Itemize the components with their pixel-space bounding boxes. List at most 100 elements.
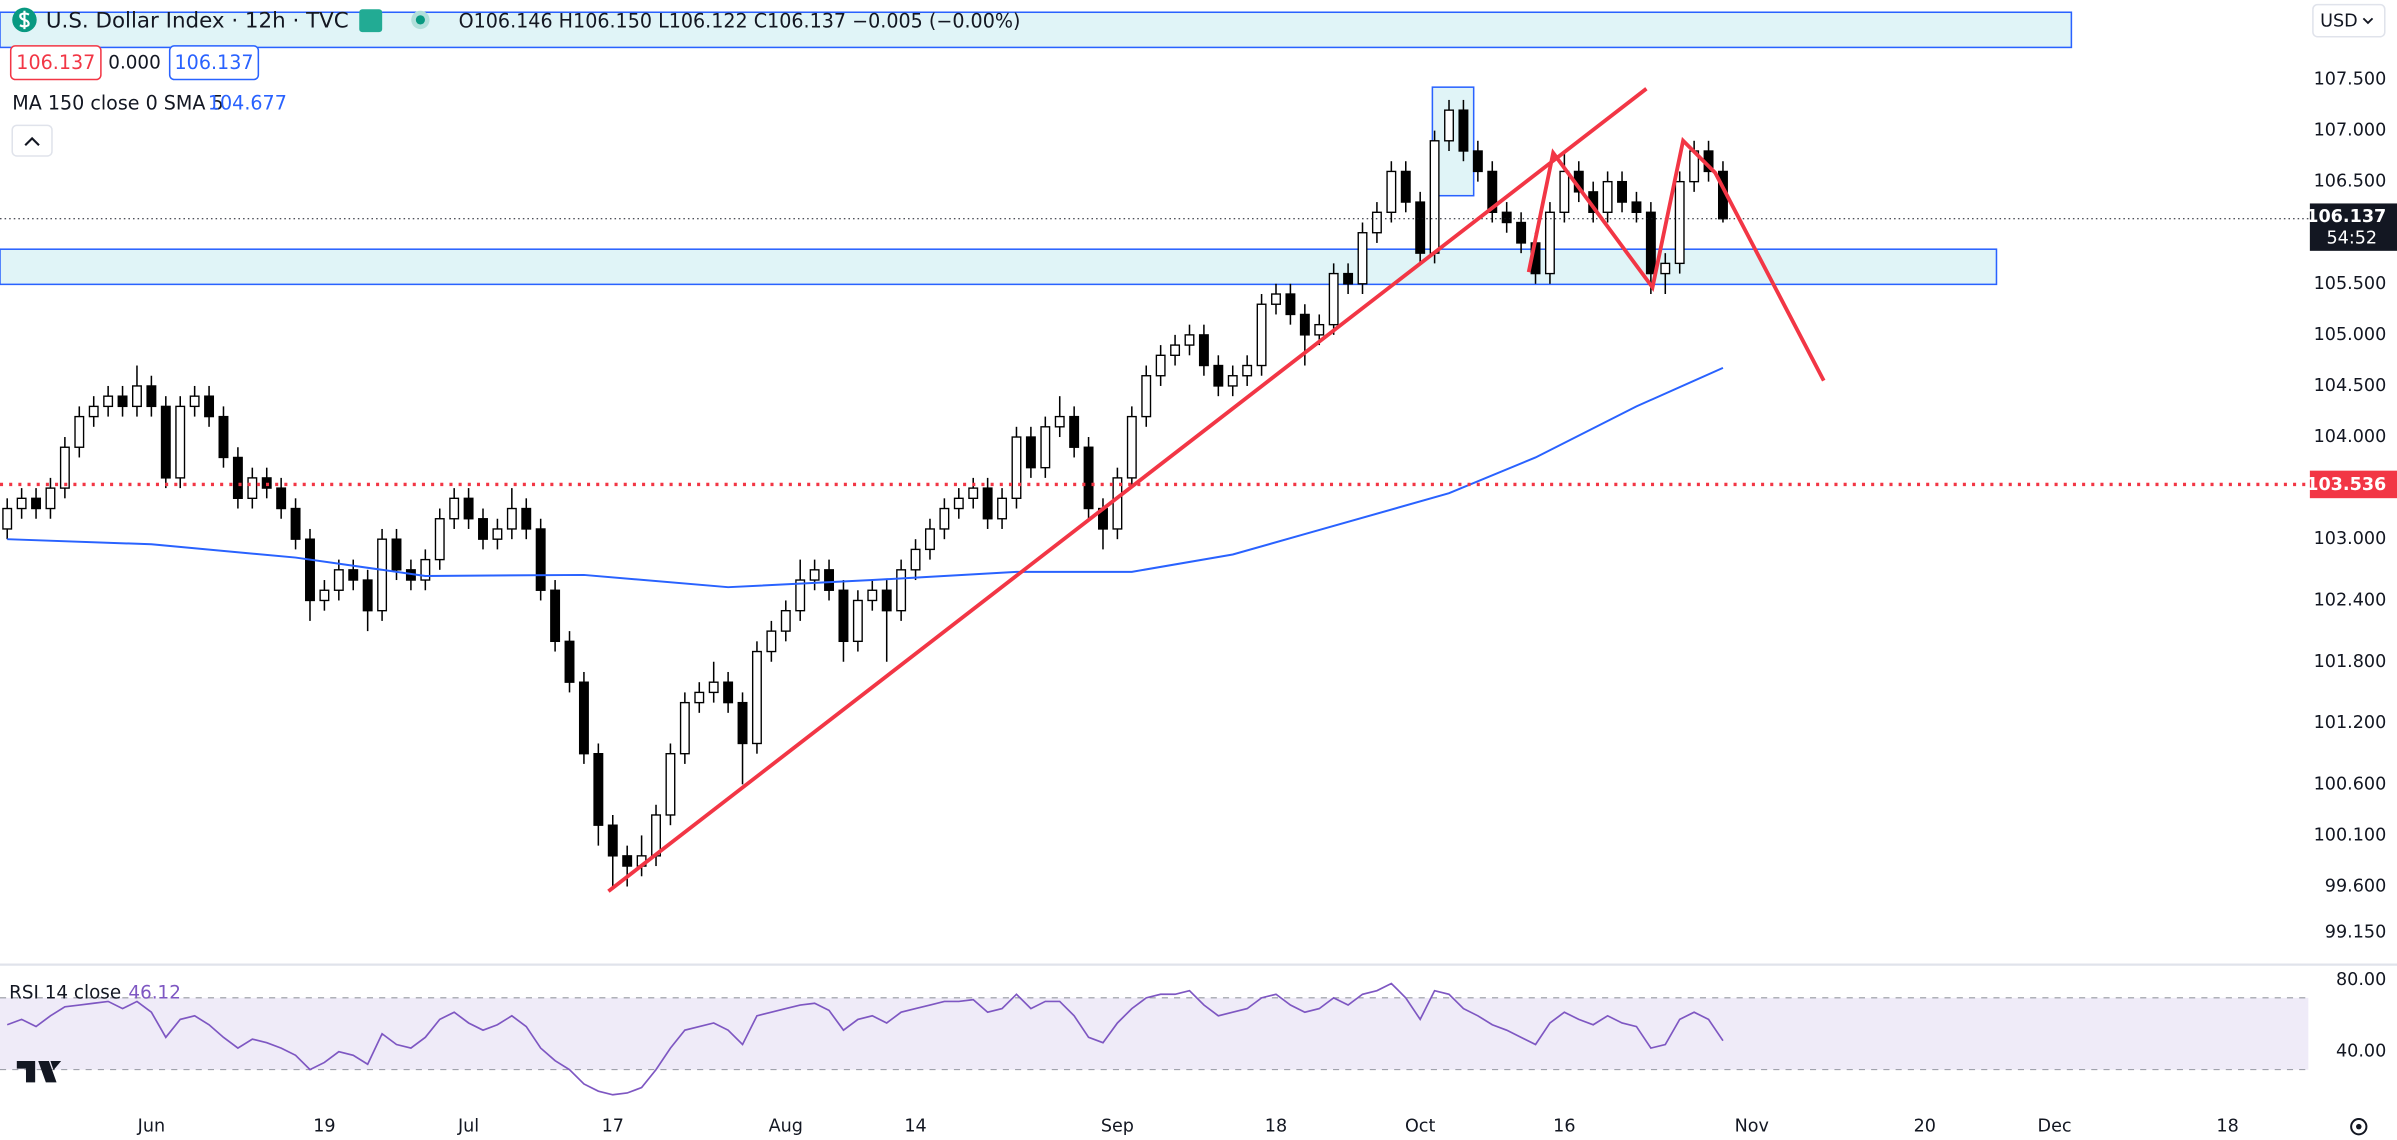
x-tick-label: Oct <box>1405 1117 1436 1137</box>
candle-body <box>751 650 762 745</box>
candle-body <box>1227 375 1238 387</box>
candle-body <box>2 507 13 530</box>
candle-body <box>607 824 618 857</box>
y-tick-label: 107.000 <box>2314 121 2387 141</box>
candle-body <box>1343 272 1354 285</box>
candle-body <box>1198 334 1209 367</box>
candle-body <box>1256 303 1267 367</box>
rsi-legend-value: 46.12 <box>128 983 180 1004</box>
candle-body <box>1386 170 1397 213</box>
ma-line <box>7 366 1724 589</box>
y-tick-label: 101.200 <box>2314 713 2387 733</box>
candle-body <box>1617 180 1628 203</box>
settings-icon[interactable] <box>2350 1118 2368 1136</box>
x-tick-label: 17 <box>602 1117 624 1137</box>
currency: USD <box>2320 11 2358 31</box>
y-tick-label: 101.800 <box>2314 652 2387 672</box>
symbol-icon-glyph <box>19 10 30 30</box>
candle-body <box>852 599 863 643</box>
ohlc-values: O106.146 H106.150 L106.122 C106.137 −0.0… <box>459 9 1021 32</box>
last-price-label: 106.137 <box>2306 207 2386 227</box>
candle-body <box>290 507 301 540</box>
candle-body <box>1242 364 1253 377</box>
candle-body <box>175 405 186 479</box>
candle-body <box>478 518 488 540</box>
spread: 0.000 <box>108 52 160 73</box>
candle-body <box>809 569 820 581</box>
candle-body <box>420 558 431 581</box>
x-tick-label: 16 <box>1553 1117 1575 1137</box>
candle-body <box>766 630 777 653</box>
series-layer <box>0 99 2309 1096</box>
collapse-button[interactable] <box>11 124 53 157</box>
candle-body <box>146 385 157 408</box>
candle-body <box>506 507 517 530</box>
candle-body <box>391 538 402 571</box>
candle-body <box>737 701 748 745</box>
candle-body <box>1444 109 1454 142</box>
ask-price: 106.137 <box>175 51 254 74</box>
ohlc-open: O106.146 <box>459 9 553 32</box>
x-tick-label: 18 <box>2216 1117 2238 1137</box>
candle-body <box>1357 232 1368 285</box>
candle-body <box>1371 211 1382 234</box>
candle-body <box>953 497 964 510</box>
candle-body <box>1271 293 1281 305</box>
candle-body <box>564 640 575 683</box>
logo[interactable] <box>16 1060 62 1083</box>
currency-box[interactable] <box>2312 3 2386 38</box>
candle-body <box>132 385 142 408</box>
candle-body <box>1645 211 1656 275</box>
x-tick-label: Jun <box>137 1117 165 1137</box>
y-tick-label: 106.500 <box>2314 172 2387 192</box>
candle-body <box>1602 180 1613 213</box>
candle-body <box>867 589 878 602</box>
candle-body <box>1285 293 1296 316</box>
candle-body <box>665 753 676 816</box>
candle-body <box>1487 170 1498 213</box>
candle-body <box>780 609 791 632</box>
x-tick-label: 18 <box>1265 1117 1287 1137</box>
y-tick-label: 100.100 <box>2314 825 2387 845</box>
rsi-tick-label: 80.00 <box>2336 970 2386 990</box>
price-tag <box>2309 470 2397 499</box>
bid-box[interactable] <box>9 45 102 81</box>
ma-legend-value: 104.677 <box>208 91 287 114</box>
ask-box[interactable] <box>168 45 260 81</box>
candle-body <box>1415 201 1426 254</box>
candle-body <box>59 446 70 489</box>
candle-body <box>968 487 979 500</box>
candle-body <box>824 569 835 591</box>
candle-body <box>1040 426 1051 469</box>
candle-body <box>578 681 589 755</box>
status-dot-inner <box>415 15 425 25</box>
candle-body <box>679 701 690 755</box>
y-tick-label: 99.150 <box>2325 922 2387 942</box>
y-tick-label: 102.400 <box>2314 590 2387 610</box>
y-tick-label: 100.600 <box>2314 774 2387 794</box>
candle-body <box>247 477 258 500</box>
candle-body <box>723 681 734 704</box>
bid-price: 106.137 <box>16 51 95 74</box>
candle-body <box>651 814 661 857</box>
trend-line <box>607 87 1648 893</box>
x-tick-label: 20 <box>1914 1117 1936 1137</box>
candle-body <box>535 528 546 591</box>
candle-body <box>204 395 215 418</box>
candle-body <box>1054 415 1065 428</box>
candle-body <box>1544 211 1555 275</box>
market-status-icon[interactable] <box>359 9 383 33</box>
x-tick-label: 19 <box>313 1117 335 1137</box>
ohlc-close: C106.137 <box>754 9 846 32</box>
y-tick-label: 104.500 <box>2314 376 2387 396</box>
candle-body <box>1559 170 1570 213</box>
x-tick-label: Nov <box>1735 1117 1769 1137</box>
candle-body <box>550 589 561 643</box>
x-tick-label: Dec <box>2038 1117 2072 1137</box>
candle-body <box>1069 415 1080 448</box>
zigzag-line <box>1526 136 1826 382</box>
x-tick-label: Jul <box>457 1117 479 1137</box>
